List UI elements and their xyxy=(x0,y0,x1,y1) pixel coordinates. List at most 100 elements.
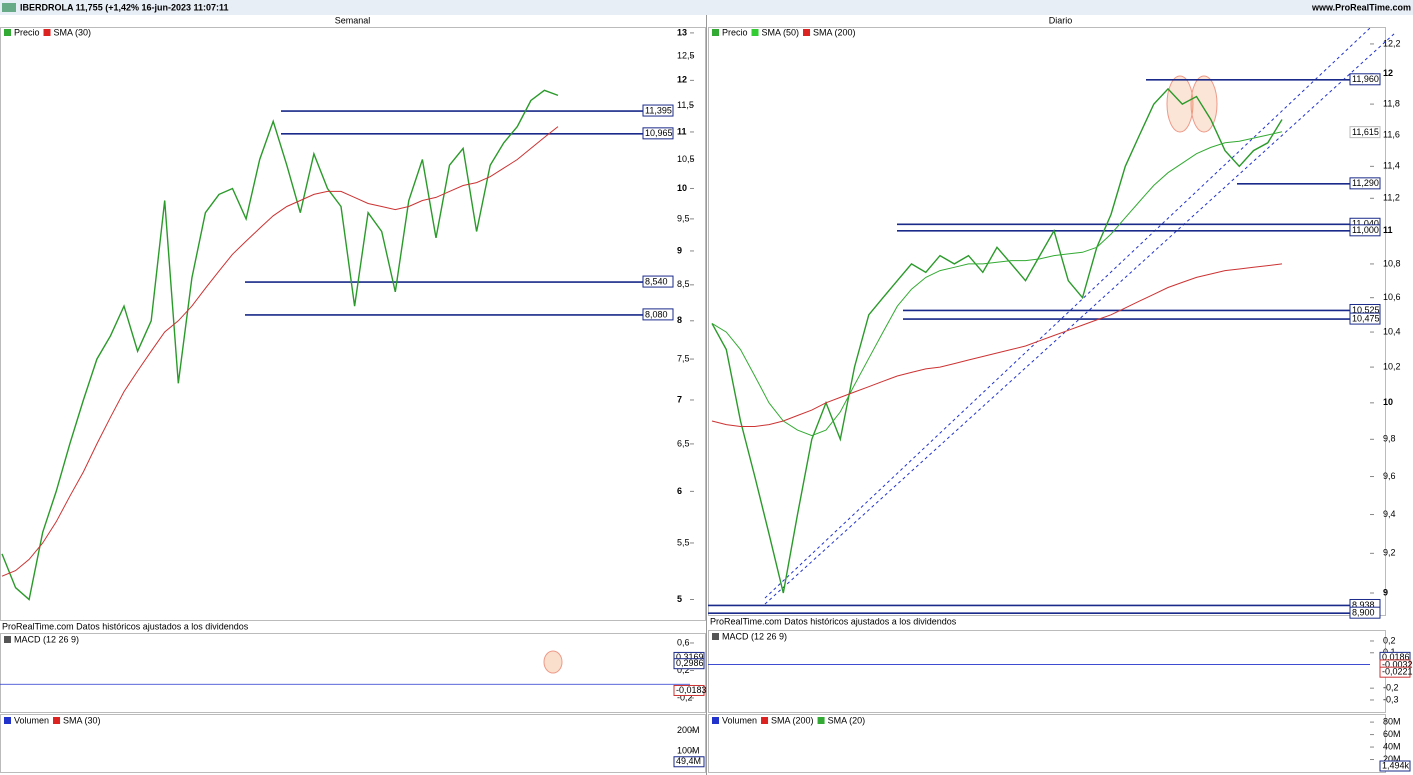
y-tick-label: 11 xyxy=(1383,225,1393,235)
value-box xyxy=(673,684,705,696)
y-tick-label: 9,4 xyxy=(1383,509,1396,519)
legend-swatch xyxy=(761,717,769,724)
sma-line xyxy=(711,131,1283,437)
y-tick-label: 11,2 xyxy=(1383,193,1400,203)
legend-swatch xyxy=(4,636,11,643)
legend-swatch xyxy=(751,29,759,36)
level-label: 8,900 xyxy=(1352,608,1375,618)
value-box-label: -0,0183 xyxy=(676,685,707,695)
y-tick-label: 12,2 xyxy=(1383,38,1401,48)
y-tick-label: 9,5 xyxy=(677,213,690,223)
level-box xyxy=(642,127,674,140)
legend-label: MACD (12 26 9) xyxy=(14,634,79,644)
y-tick-label: 7,5 xyxy=(677,353,690,363)
value-box xyxy=(1379,666,1411,678)
level-box xyxy=(1349,312,1381,325)
y-tick-label: 8,5 xyxy=(677,279,690,289)
header-title: IBERDROLA 11,755 (+1,42% 16-jun-2023 11:… xyxy=(20,2,229,12)
legend-label: SMA (30) xyxy=(54,27,92,37)
legend-swatch xyxy=(712,633,719,640)
level-label: 8,540 xyxy=(645,276,668,286)
level-label: 11,040 xyxy=(1352,219,1379,229)
legend-label: Precio xyxy=(722,27,748,37)
y-tick-label: 12 xyxy=(1383,68,1393,78)
legend-label: Precio xyxy=(14,27,40,37)
panel-title: Diario xyxy=(1049,15,1073,25)
value-box xyxy=(1379,760,1411,772)
app-icon xyxy=(2,3,16,12)
value-box xyxy=(673,756,705,768)
value-box xyxy=(673,658,705,670)
level-label: 8,938 xyxy=(1352,600,1375,610)
y-tick-label: 5,5 xyxy=(677,537,690,547)
panel-frame xyxy=(0,27,706,621)
y-tick-label: 100M xyxy=(677,746,700,756)
price-line xyxy=(1,89,559,601)
y-tick-label: 6 xyxy=(677,486,682,496)
y-tick-label: 0,2 xyxy=(677,665,690,675)
legend-swatch xyxy=(803,29,811,36)
y-tick-label: 12 xyxy=(677,75,687,85)
y-tick-label: 200M xyxy=(677,725,700,735)
level-label: 11,290 xyxy=(1352,178,1379,188)
y-tick-label: -0,3 xyxy=(1383,694,1399,704)
level-box xyxy=(642,104,674,117)
value-box-label: 49,4M xyxy=(676,756,701,766)
y-tick-label: 10 xyxy=(677,183,687,193)
y-tick-label: 11,8 xyxy=(1383,98,1400,108)
panel-frame xyxy=(708,27,1386,616)
y-tick-label: 7 xyxy=(677,394,682,404)
value-box-label: 0,2986 xyxy=(676,658,704,668)
level-label: 10,525 xyxy=(1352,305,1380,315)
panel-frame xyxy=(0,714,706,773)
channel-line xyxy=(764,27,1371,599)
y-tick-label: 11,5 xyxy=(677,100,694,110)
y-tick-label: 9,6 xyxy=(1383,471,1396,481)
highlight xyxy=(543,650,563,674)
y-tick-label: 12,5 xyxy=(677,51,695,61)
y-tick-label: 60M xyxy=(1383,729,1401,739)
level-label: 11,395 xyxy=(645,105,672,115)
y-tick-label: 10,8 xyxy=(1383,258,1401,268)
data-note: ProRealTime.com Datos históricos ajustad… xyxy=(710,616,957,626)
level-box xyxy=(1349,177,1381,190)
legend-swatch xyxy=(53,717,61,724)
y-tick-label: 10,4 xyxy=(1383,326,1401,336)
panel-title: Semanal xyxy=(335,15,371,25)
highlight xyxy=(1166,75,1194,133)
y-tick-label: 20M xyxy=(1383,754,1401,764)
y-tick-label: 40M xyxy=(1383,741,1401,751)
y-tick-label: 10,5 xyxy=(677,154,695,164)
price-line xyxy=(711,87,1283,594)
legend-label: SMA (30) xyxy=(63,715,101,725)
y-tick-label: 10,6 xyxy=(1383,292,1401,302)
legend-label: SMA (200) xyxy=(813,27,856,37)
y-tick-label: -0,2 xyxy=(1383,683,1399,693)
legend-label: SMA (50) xyxy=(762,27,800,37)
y-tick-label: 8 xyxy=(677,315,682,325)
level-label: 11,000 xyxy=(1352,225,1379,235)
level-label: 10,475 xyxy=(1352,313,1380,323)
legend-label: Volumen xyxy=(722,715,757,725)
legend-swatch xyxy=(712,29,719,36)
y-tick-label: 9,2 xyxy=(1383,548,1396,558)
legend-swatch xyxy=(43,29,51,36)
top-bar xyxy=(0,0,1413,15)
legend-swatch xyxy=(817,717,825,724)
legend-swatch xyxy=(712,717,719,724)
channel-line xyxy=(764,32,1396,605)
y-tick-label: 9 xyxy=(677,245,682,255)
y-tick-label: 80M xyxy=(1383,716,1401,726)
panel-frame xyxy=(708,630,1386,713)
level-label: 11,960 xyxy=(1352,74,1379,84)
sma-line xyxy=(1,126,559,577)
y-tick-label: 5 xyxy=(677,594,682,604)
y-tick-label: -0,2 xyxy=(677,692,693,702)
data-note: ProRealTime.com Datos históricos ajustad… xyxy=(2,621,249,631)
y-tick-label: 10,2 xyxy=(1383,361,1401,371)
y-tick-label: 11,4 xyxy=(1383,161,1400,171)
header-site[interactable]: www.ProRealTime.com xyxy=(1311,2,1411,12)
level-box xyxy=(1349,73,1381,86)
panel-frame xyxy=(0,633,706,713)
value-box-label: 0,0186 xyxy=(1382,652,1410,662)
